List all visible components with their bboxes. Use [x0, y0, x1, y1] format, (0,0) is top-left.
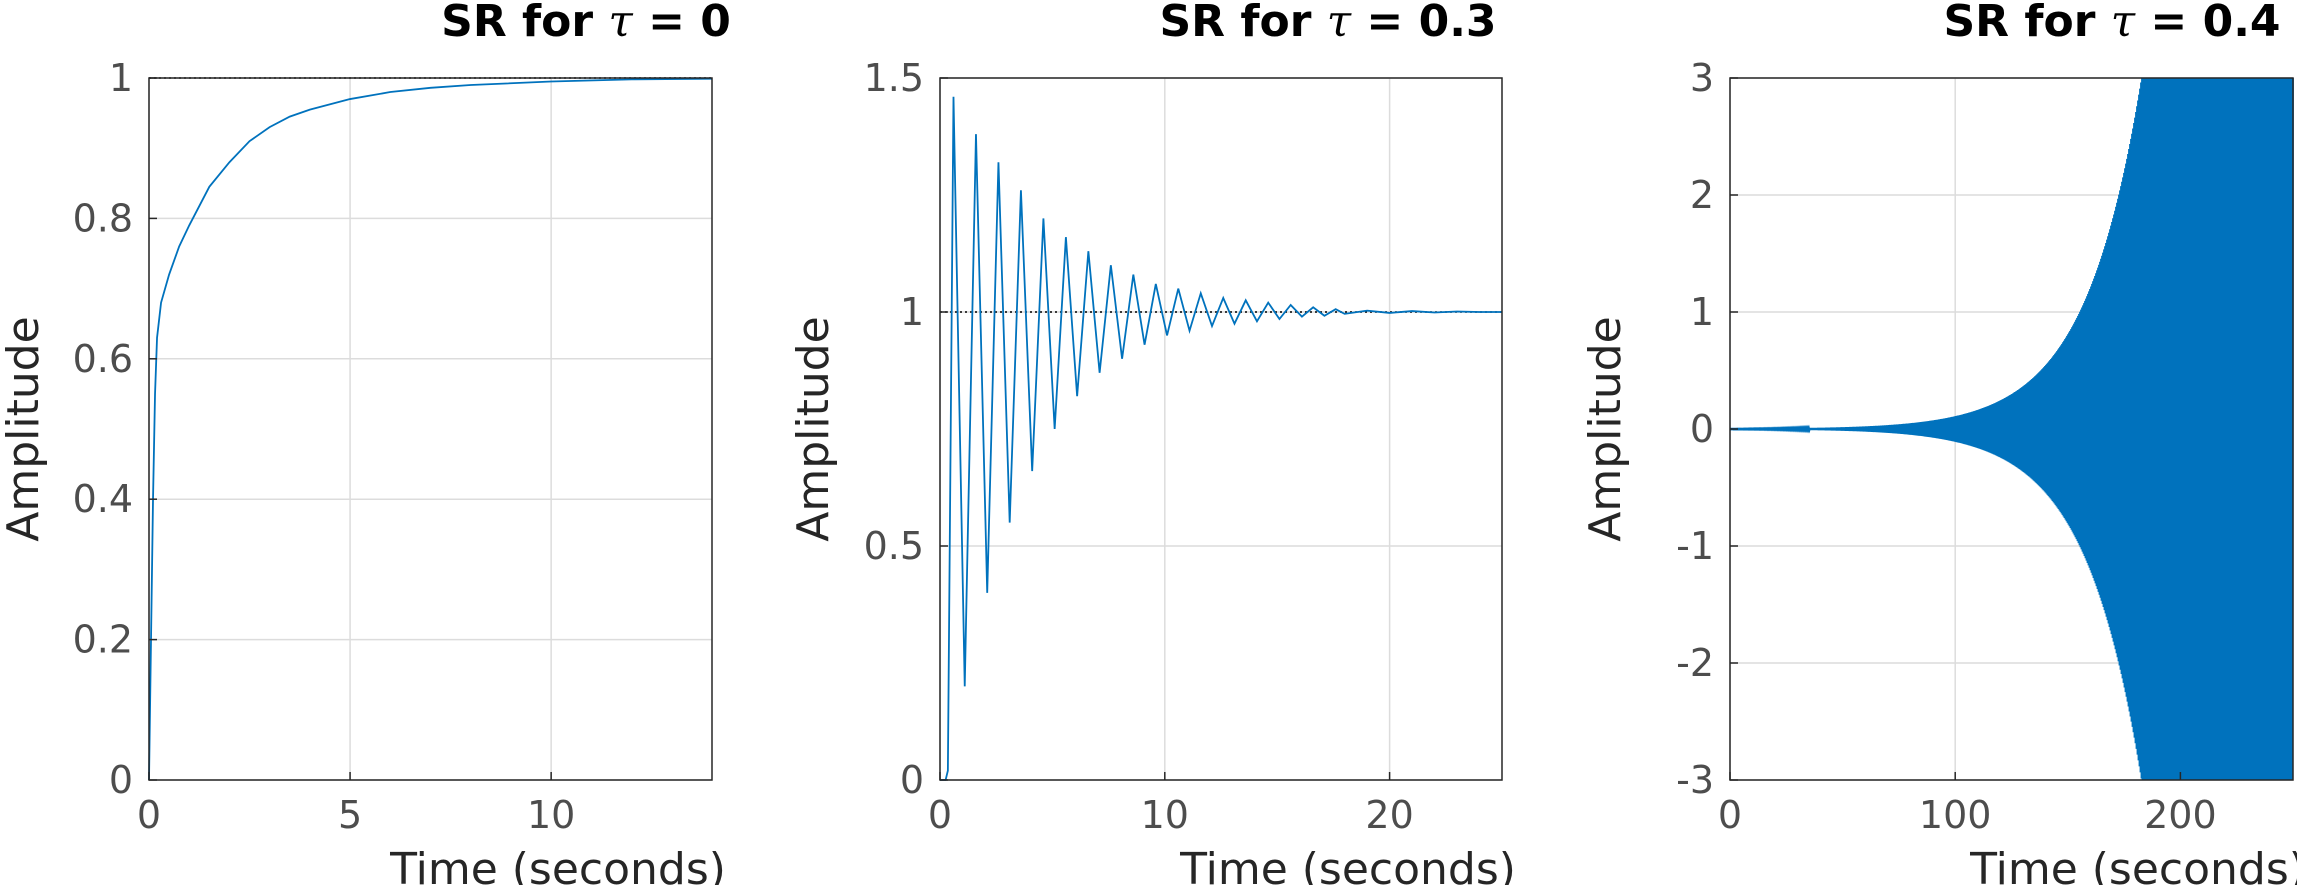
panel-3-xtick-label: 200 [2144, 793, 2217, 837]
panel-1-title-prefix: SR for [441, 0, 608, 47]
panel-2-xticks: 0 10 20 [928, 772, 1414, 837]
panel-3-ytick-label: -1 [1676, 524, 1714, 568]
panel-2-ylabel: Amplitude [788, 316, 839, 541]
panel-3-xtick-label: 0 [1718, 793, 1742, 837]
panel-2-grid [939, 77, 1502, 781]
panel-3-title-prefix: SR for [1943, 0, 2110, 47]
panel-1-xtick-label: 0 [137, 793, 161, 837]
panel-3-ytick-label: 1 [1690, 290, 1714, 334]
panel-1-xtick-label: 10 [527, 793, 575, 837]
panel-3: 0 100 200 -3 -2 -1 0 1 2 3 SR for τ = 0.4 Time (… [1580, 0, 2297, 885]
panel-1-ytick-label: 0.4 [73, 477, 133, 521]
panel-1-series [148, 77, 713, 781]
panel-1-ytick-label: 0.2 [73, 618, 133, 662]
panel-1-title: SR for τ = 0 [441, 0, 731, 47]
panel-1-title-suffix: = 0 [633, 0, 731, 47]
panel-2-ytick-label: 0 [900, 758, 924, 802]
panel-3-xticks: 0 100 200 [1718, 772, 2217, 837]
panel-3-ytick-label: -3 [1676, 758, 1714, 802]
panel-3-title-symbol: τ [2111, 0, 2136, 47]
panel-1-ylabel: Amplitude [0, 316, 49, 541]
panel-2-title-symbol: τ [1327, 0, 1352, 47]
panel-2-series [940, 96, 1502, 781]
panel-1-yticks: 0 0.2 0.4 0.6 0.8 1 [73, 56, 157, 802]
panel-1-xticks: 0 5 10 [137, 772, 575, 837]
panel-3-series [1729, 77, 2294, 781]
panel-2-response-line [940, 96, 1502, 781]
panel-1-grid [148, 77, 712, 781]
panel-1-axes-frame [148, 77, 713, 781]
panel-2-xtick-label: 10 [1141, 793, 1189, 837]
panel-3-ytick-label: -2 [1676, 641, 1714, 685]
panel-2-ytick-label: 1.5 [864, 56, 924, 100]
panel-1-ytick-label: 0 [109, 758, 133, 802]
panel-3-ylabel: Amplitude [1580, 316, 1631, 541]
panel-2-yticks: 0 0.5 1 1.5 [864, 56, 948, 802]
panel-3-ytick-label: 0 [1690, 407, 1714, 451]
panel-1-xtick-label: 5 [338, 793, 362, 837]
panel-1-ytick-label: 0.8 [73, 196, 133, 240]
panel-1-title-symbol: τ [608, 0, 633, 47]
panel-2: 0 10 20 0 0.5 1 1.5 SR for τ = 0.3 Time (seco… [788, 0, 1516, 885]
panel-2-xtick-label: 20 [1365, 793, 1413, 837]
panel-2-xlabel: Time (seconds) [1179, 844, 1516, 885]
panel-2-title: SR for τ = 0.3 [1159, 0, 1496, 47]
panel-2-title-suffix: = 0.3 [1351, 0, 1496, 47]
panel-2-ytick-label: 1 [900, 290, 924, 334]
panel-1-ytick-label: 1 [109, 56, 133, 100]
panel-2-ytick-label: 0.5 [864, 524, 924, 568]
panel-1: 0 5 10 0 0.2 0.4 0.6 0.8 1 SR for τ = 0 Time (s… [0, 0, 731, 885]
panel-3-title: SR for τ = 0.4 [1943, 0, 2280, 47]
panel-3-title-suffix: = 0.4 [2135, 0, 2280, 47]
panel-1-ytick-label: 0.6 [73, 337, 133, 381]
panel-3-xtick-label: 100 [1919, 793, 1992, 837]
panel-3-response-line [1729, 77, 2294, 781]
panel-2-axes-frame [939, 77, 1503, 781]
panel-2-xtick-label: 0 [928, 793, 952, 837]
panel-3-ytick-label: 2 [1690, 173, 1714, 217]
panel-3-xlabel: Time (seconds) [1969, 844, 2297, 885]
panel-3-ytick-label: 3 [1690, 56, 1714, 100]
panel-1-xlabel: Time (seconds) [389, 844, 726, 885]
panel-3-yticks: -3 -2 -1 0 1 2 3 [1676, 56, 1738, 802]
panel-1-response-line [148, 77, 713, 781]
panel-2-title-prefix: SR for [1159, 0, 1326, 47]
